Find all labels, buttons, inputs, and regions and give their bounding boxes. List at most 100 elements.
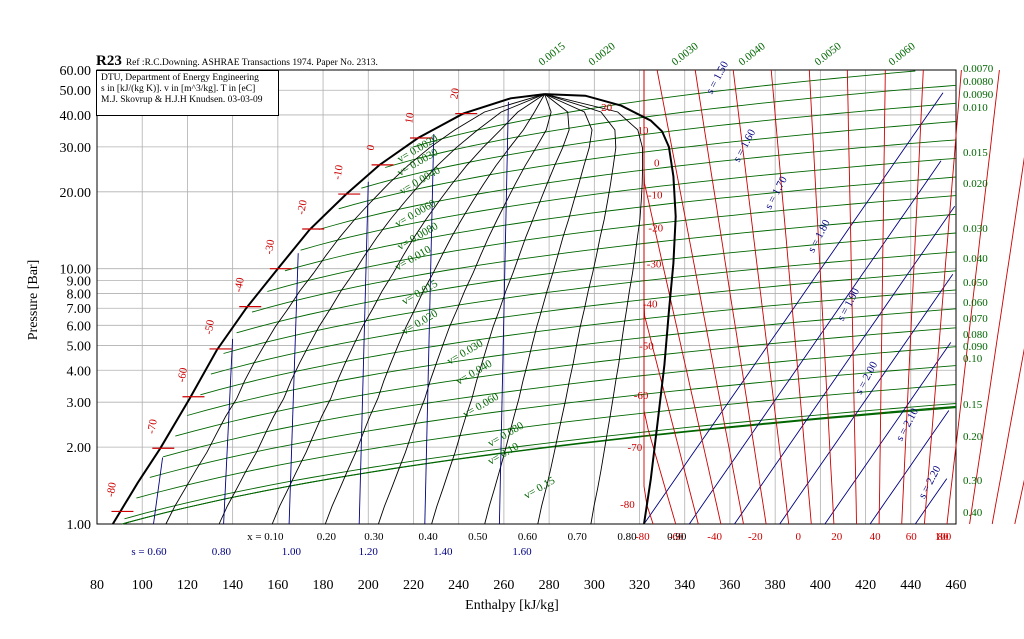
isentrope-line bbox=[869, 410, 950, 525]
saturation-temperature-label: -30 bbox=[263, 238, 277, 255]
isentrope-line bbox=[153, 457, 164, 525]
top-volume-label: 0.0040 bbox=[736, 40, 768, 68]
isochore-line bbox=[121, 405, 957, 525]
bottom-temperature-label: 60 bbox=[906, 531, 918, 543]
vapor-temperature-label: -10 bbox=[648, 190, 663, 202]
isotherm-line bbox=[901, 69, 924, 525]
isentrope-line bbox=[779, 274, 954, 525]
x-tick-label: 260 bbox=[493, 578, 514, 593]
isochore-line bbox=[187, 308, 957, 416]
bottom-temperature-label: -60 bbox=[669, 531, 684, 543]
x-tick-label: 300 bbox=[584, 578, 605, 593]
isochore-line bbox=[223, 251, 957, 354]
isotherm-line bbox=[694, 69, 767, 525]
x-tick-label: 240 bbox=[448, 578, 469, 593]
y-axis-label: Pressure [Bar] bbox=[26, 259, 41, 341]
quality-line bbox=[544, 93, 644, 525]
isochore-line bbox=[236, 232, 957, 334]
right-volume-label: 0.40 bbox=[963, 507, 983, 519]
quality-label: 0.90 bbox=[667, 531, 687, 543]
saturation-temperature-label: -70 bbox=[145, 418, 159, 435]
right-volume-label: 0.15 bbox=[963, 399, 983, 411]
x-tick-label: 100 bbox=[132, 578, 153, 593]
right-volume-label: 0.30 bbox=[963, 475, 983, 487]
x-tick-label: 400 bbox=[810, 578, 831, 593]
chart-title: R23 bbox=[96, 53, 122, 69]
volume-label: v= 0.015 bbox=[400, 277, 440, 307]
quality-label: 0.60 bbox=[518, 531, 538, 543]
isochore-line bbox=[162, 346, 957, 458]
y-tick-label: 40.00 bbox=[60, 109, 92, 124]
isochore-line bbox=[251, 213, 957, 313]
x-axis-label: Enthalpy [kJ/kg] bbox=[465, 598, 559, 613]
isotherm-line bbox=[946, 69, 1000, 525]
y-tick-label: 9.00 bbox=[67, 274, 92, 289]
right-volume-label: 0.010 bbox=[963, 102, 988, 114]
top-volume-label: 0.0015 bbox=[536, 40, 568, 68]
saturation-temperature-label: 20 bbox=[448, 87, 462, 100]
quality-line bbox=[271, 93, 545, 525]
bottom-temperature-label: -80 bbox=[635, 531, 650, 543]
x-tick-label: 120 bbox=[177, 578, 198, 593]
isotherm-line bbox=[846, 69, 857, 525]
right-volume-label: 0.060 bbox=[963, 297, 988, 309]
quality-line bbox=[484, 93, 593, 525]
liquid-entropy-label: s = 0.60 bbox=[131, 546, 167, 558]
liquid-entropy-label: 0.80 bbox=[212, 546, 232, 558]
right-volume-label: 0.080 bbox=[963, 329, 988, 341]
x-tick-label: 160 bbox=[267, 578, 288, 593]
vapor-temperature-label: 10 bbox=[638, 125, 650, 137]
y-tick-label: 2.00 bbox=[67, 441, 92, 456]
isotherm-line bbox=[732, 69, 790, 525]
isochore-line bbox=[149, 365, 957, 478]
isochore-line bbox=[318, 139, 957, 230]
bottom-temperature-label: 40 bbox=[870, 531, 882, 543]
right-volume-label: 0.030 bbox=[963, 223, 988, 235]
quality-label: x = 0.10 bbox=[247, 531, 284, 543]
isochore-line bbox=[338, 121, 957, 210]
y-tick-label: 60.00 bbox=[60, 64, 92, 79]
x-tick-label: 180 bbox=[313, 578, 334, 593]
isochore-line bbox=[136, 384, 957, 499]
isentrope-line bbox=[223, 338, 234, 525]
y-tick-label: 50.00 bbox=[60, 84, 92, 99]
info-line: M.J. Skovrup & H.J.H Knudsen. 03-03-09 bbox=[101, 95, 263, 105]
liquid-entropy-label: 1.20 bbox=[359, 546, 379, 558]
x-tick-label: 380 bbox=[765, 578, 786, 593]
x-tick-label: 320 bbox=[629, 578, 650, 593]
isochore-line bbox=[200, 289, 957, 396]
x-tick-label: 200 bbox=[358, 578, 379, 593]
isentrope-line bbox=[688, 160, 942, 525]
volume-label: v= 0.15 bbox=[522, 474, 558, 501]
x-tick-label: 460 bbox=[946, 578, 967, 593]
liquid-entropy-label: 1.00 bbox=[282, 546, 302, 558]
bottom-temperature-label: 100 bbox=[935, 531, 952, 543]
quality-line bbox=[377, 93, 552, 525]
plot-frame bbox=[96, 69, 957, 525]
isotherm-line bbox=[808, 69, 835, 525]
volume-label: v= 0.020 bbox=[400, 307, 440, 337]
isentrope-line bbox=[734, 205, 956, 525]
liquid-entropy-label: 1.40 bbox=[433, 546, 453, 558]
isentrope-line bbox=[643, 92, 944, 525]
isotherm-line bbox=[656, 69, 744, 525]
quality-line bbox=[218, 93, 545, 525]
x-tick-label: 280 bbox=[539, 578, 560, 593]
vapor-entropy-label: s = 1.70 bbox=[763, 174, 790, 211]
liquid-entropy-label: 1.60 bbox=[512, 546, 532, 558]
vapor-temperature-label: -50 bbox=[639, 341, 654, 353]
top-volume-label: 0.0060 bbox=[886, 40, 918, 68]
saturation-temperature-label: -60 bbox=[176, 366, 190, 383]
isochore-line bbox=[361, 102, 957, 189]
isentrope-line bbox=[424, 133, 435, 525]
isochore-line bbox=[267, 195, 957, 292]
quality-label: 0.50 bbox=[468, 531, 488, 543]
bottom-temperature-label: 0 bbox=[796, 531, 802, 543]
top-volume-label: 0.0030 bbox=[669, 40, 701, 68]
y-tick-label: 20.00 bbox=[60, 186, 92, 201]
isotherm-line bbox=[643, 70, 654, 525]
x-tick-label: 420 bbox=[855, 578, 876, 593]
saturation-temperature-label: -40 bbox=[232, 276, 246, 293]
vapor-temperature-label: -30 bbox=[647, 258, 662, 270]
